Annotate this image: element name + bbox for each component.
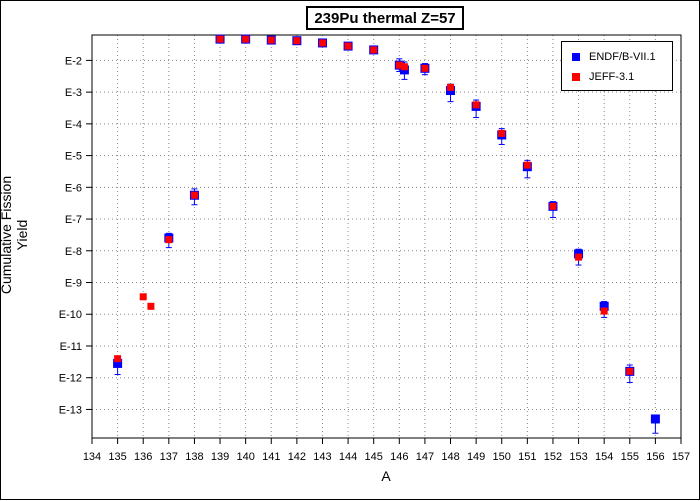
legend: ENDF/B-VII.1 JEFF-3.1 [561,41,673,91]
chart-title: 239Pu thermal Z=57 [306,6,464,30]
data-point-jeff [267,36,275,44]
error-bars [114,37,659,434]
data-point-endf [650,414,660,424]
y-tick-label: E-2 [65,55,82,67]
x-tick-label: 143 [313,451,331,463]
y-axis-label: Cumulative Fission Yield [0,175,30,295]
axis-ticks: 134 135 136 137 138 139 140 141 142 143 144 145 146 1… [59,55,690,463]
x-tick-label: 149 [467,451,485,463]
data-point-jeff [165,236,173,244]
data-point-jeff [498,129,506,137]
data-point-jeff [395,61,403,69]
data-point-jeff [139,293,147,301]
y-tick-label: E-4 [65,119,82,131]
x-tick-label: 144 [339,451,357,463]
data-point-jeff [472,101,480,109]
x-tick-label: 137 [160,451,178,463]
data-point-jeff [293,37,301,45]
y-tick-label: E-10 [59,309,82,321]
legend-swatch-endf [572,53,580,61]
x-tick-label: 147 [416,451,434,463]
x-tick-label: 146 [390,451,408,463]
x-tick-label: 155 [621,451,639,463]
data-point-jeff [370,46,378,54]
legend-entry-endf: ENDF/B-VII.1 [572,51,656,63]
grid [92,35,681,438]
x-tick-label: 140 [236,451,254,463]
data-points [113,34,660,424]
legend-entry-jeff: JEFF-3.1 [572,71,634,83]
data-point-jeff [114,355,122,363]
legend-label-endf: ENDF/B-VII.1 [589,51,656,63]
y-tick-label: E-11 [60,341,82,353]
x-axis-label: A [381,468,391,484]
y-tick-label: E-5 [65,151,82,163]
x-tick-label: 145 [365,451,383,463]
data-point-jeff [216,35,224,43]
y-tick-label: E-7 [65,214,82,226]
y-tick-label: E-13 [59,404,82,416]
x-tick-label: 138 [185,451,203,463]
x-tick-label: 134 [83,451,101,463]
x-tick-label: 148 [441,451,459,463]
data-point-jeff [400,63,408,71]
x-tick-label: 150 [493,451,511,463]
x-tick-label: 156 [646,451,664,463]
data-point-jeff [549,202,557,210]
data-point-jeff [600,307,608,315]
x-tick-label: 151 [518,451,536,463]
data-point-jeff [147,302,155,310]
y-tick-label: E-8 [65,246,82,258]
data-point-jeff [421,64,429,72]
legend-swatch-jeff [572,73,580,81]
legend-label-jeff: JEFF-3.1 [589,71,635,83]
x-tick-label: 153 [569,451,587,463]
data-point-jeff [575,253,583,261]
y-tick-label: E-12 [59,373,82,385]
y-tick-label: E-3 [65,87,82,99]
x-tick-label: 141 [262,451,280,463]
data-point-jeff [190,191,198,199]
x-tick-label: 136 [134,451,152,463]
data-point-jeff [242,35,250,43]
data-point-jeff [626,367,634,375]
data-point-jeff [318,39,326,47]
data-point-jeff [447,83,455,91]
y-tick-label: E-6 [65,182,82,194]
x-tick-label: 152 [544,451,562,463]
plot-area-border [91,34,682,439]
data-point-endf [599,301,609,311]
data-point-jeff [523,161,531,169]
x-tick-label: 135 [108,451,126,463]
x-tick-label: 157 [672,451,690,463]
x-tick-label: 142 [288,451,306,463]
data-point-jeff [344,42,352,50]
x-tick-label: 154 [595,451,613,463]
y-tick-label: E-9 [65,278,82,290]
data-point-endf [113,358,123,368]
x-tick-label: 139 [211,451,229,463]
